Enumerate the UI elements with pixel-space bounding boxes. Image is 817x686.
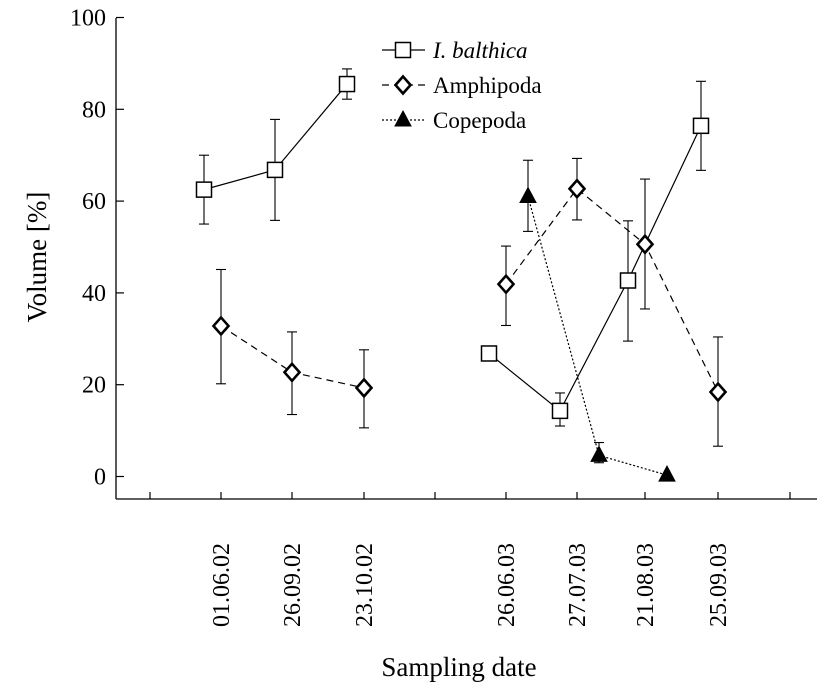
point-square	[338, 75, 356, 93]
point-diamond	[567, 178, 587, 200]
point-square	[195, 181, 213, 198]
point-square	[619, 272, 637, 289]
series-i-balthica	[195, 68, 710, 427]
y-axis-label: Volume [%]	[22, 192, 52, 323]
point-diamond	[354, 377, 374, 399]
series-layer	[195, 68, 728, 482]
legend-label: Copepoda	[433, 108, 526, 133]
x-axis-label: Sampling date	[381, 652, 536, 682]
point-triangle	[658, 465, 676, 482]
legend-item: Amphipoda	[382, 73, 542, 98]
point-triangle	[519, 186, 537, 204]
y-tick-label: 100	[70, 6, 106, 32]
x-tick-label: 21.08.03	[633, 543, 659, 627]
point-diamond	[211, 315, 231, 337]
series-line	[505, 187, 719, 393]
point-triangle	[394, 109, 412, 127]
point-diamond	[708, 381, 728, 403]
x-tick-label: 25.09.03	[706, 543, 732, 627]
x-tick-label: 27.07.03	[565, 543, 591, 627]
legend-label: Amphipoda	[433, 73, 542, 98]
x-tick-label: 01.06.02	[209, 543, 235, 627]
legend-item: Copepoda	[382, 108, 526, 133]
y-tick-label: 80	[82, 97, 106, 123]
point-square	[480, 345, 498, 362]
legend: I. balthica Amphipoda Copepoda	[382, 38, 542, 133]
legend-item: I. balthica	[382, 38, 528, 63]
point-triangle	[590, 445, 608, 462]
y-tick-label: 60	[82, 189, 106, 215]
series-amphipoda	[211, 157, 728, 447]
x-tick-label: 26.06.03	[494, 543, 520, 627]
y-tick-label: 40	[82, 281, 106, 307]
series-line	[488, 125, 702, 412]
point-diamond	[496, 273, 516, 295]
point-square	[394, 41, 412, 59]
point-diamond	[393, 74, 413, 96]
point-square	[266, 161, 284, 179]
series-copepoda	[519, 159, 676, 482]
legend-label: I. balthica	[432, 38, 528, 63]
axes: 0 20 40 60 80 100 01.06.02 26.09.02 23.10.02 26.0…	[70, 6, 817, 627]
point-square	[551, 402, 569, 420]
point-diamond	[282, 361, 302, 383]
point-diamond	[635, 233, 655, 255]
y-tick-label: 20	[82, 373, 106, 399]
point-square	[692, 117, 710, 135]
x-tick-label: 23.10.02	[352, 543, 378, 627]
x-tick-label: 26.09.02	[280, 543, 306, 627]
y-tick-label: 0	[94, 465, 106, 491]
